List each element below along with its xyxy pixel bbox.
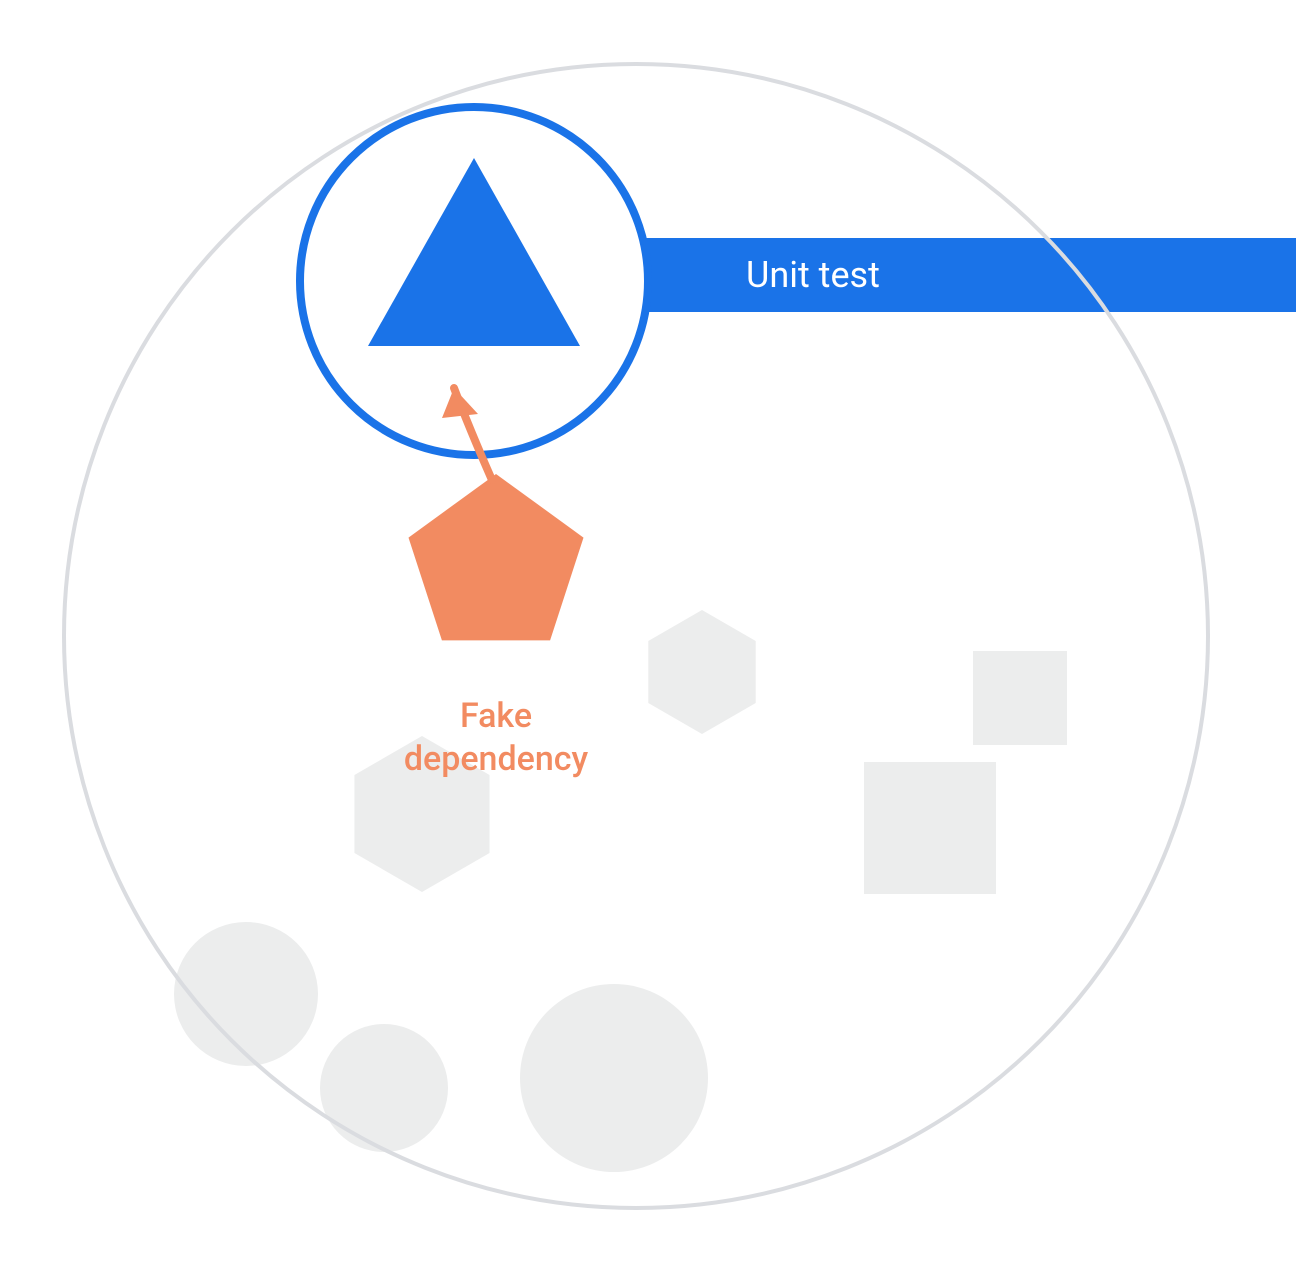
bg-circle-icon bbox=[320, 1024, 448, 1152]
bg-circle-icon bbox=[174, 922, 318, 1066]
diagram-svg bbox=[0, 0, 1296, 1270]
bg-circle-icon bbox=[520, 984, 708, 1172]
fake-dependency-pentagon-icon bbox=[409, 474, 584, 640]
unit-test-label: Unit test bbox=[738, 238, 1046, 312]
bg-square-icon bbox=[973, 651, 1067, 745]
fake-dependency-label: Fake dependency bbox=[366, 695, 626, 780]
diagram-stage: Unit test Fake dependency bbox=[0, 0, 1296, 1270]
bg-square-icon bbox=[864, 762, 996, 894]
bg-hexagon-icon bbox=[648, 610, 755, 734]
